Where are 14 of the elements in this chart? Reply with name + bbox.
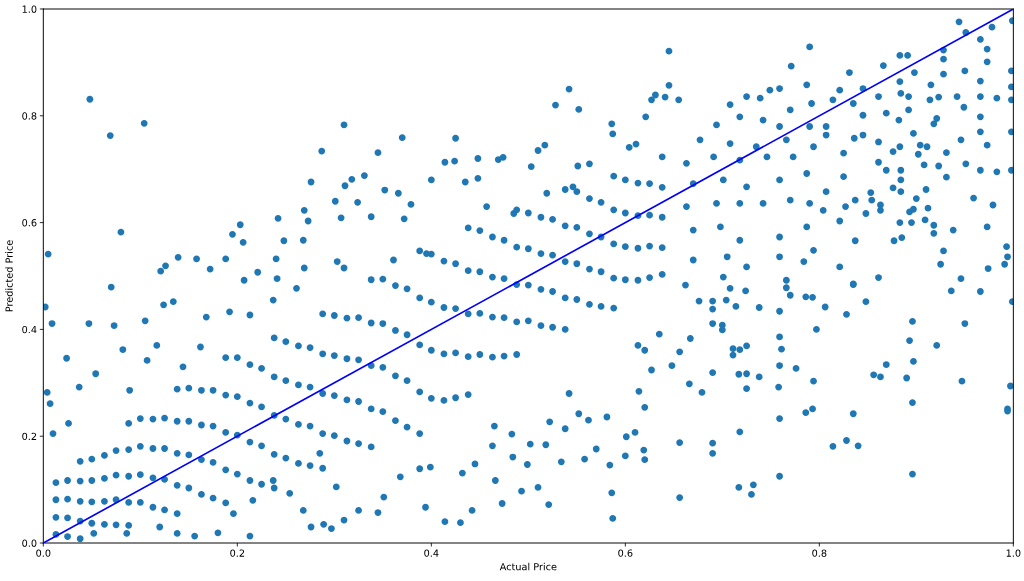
y-tick-label: 0.4 [22,325,37,334]
y-tick-label: 0.8 [22,112,37,120]
x-tick-label: 0.0 [36,549,51,557]
x-tick-label: 0.6 [618,549,633,557]
y-tick-label: 0.0 [22,539,37,547]
x-axis-title: Actual Price [499,562,557,571]
y-tick-label: 1.0 [22,5,37,13]
x-tick-label: 0.8 [812,549,827,557]
y-axis-title: Predicted Price [5,240,13,312]
y-tick-label: 0.6 [22,219,37,227]
x-tick-label: 0.4 [424,549,439,557]
y-tick-label: 0.2 [22,432,37,441]
x-tick-label: 0.2 [230,549,245,557]
x-tick-label: 1.0 [1006,549,1021,557]
